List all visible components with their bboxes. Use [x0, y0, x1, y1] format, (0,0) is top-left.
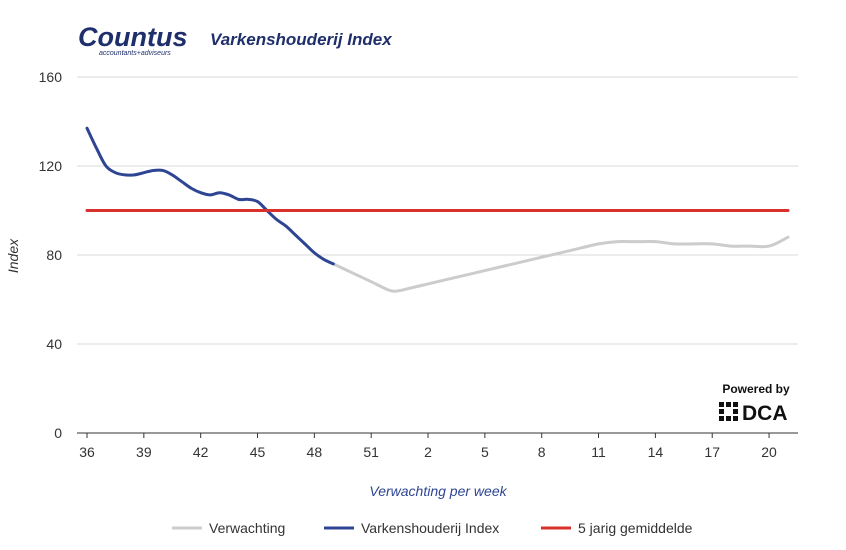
legend-label: Verwachting [209, 520, 285, 536]
y-axis-title: Index [5, 238, 21, 273]
powered-brand-text: DCA [742, 402, 788, 425]
x-tick-label: 51 [363, 444, 379, 460]
gridlines [77, 76, 798, 345]
series-group [85, 126, 790, 293]
x-tick-labels: 36 39 42 45 48 51 2 5 8 11 14 17 20 [79, 433, 777, 460]
x-tick-label: 39 [136, 444, 152, 460]
verwachting-line [331, 235, 790, 293]
legend-item-varkenshouderij-index: Varkenshouderij Index [324, 520, 499, 536]
x-tick-label: 14 [648, 444, 664, 460]
legend-item-five-year-average: 5 jarig gemiddelde [541, 520, 693, 536]
x-tick-label: 2 [424, 444, 432, 460]
x-tick-label: 20 [761, 444, 777, 460]
legend-item-verwachting: Verwachting [172, 520, 285, 536]
logo-text: Countus [78, 22, 187, 52]
legend: Verwachting Varkenshouderij Index 5 jarig … [172, 520, 693, 536]
y-tick-label: 0 [54, 425, 62, 441]
x-tick-label: 8 [538, 444, 546, 460]
y-tick-label: 80 [46, 247, 62, 263]
x-tick-label: 48 [307, 444, 323, 460]
x-tick-label: 11 [591, 444, 606, 460]
y-tick-label: 160 [39, 69, 63, 85]
x-tick-label: 5 [481, 444, 489, 460]
dca-grid-icon [719, 402, 738, 421]
x-axis-title: Verwachting per week [369, 483, 507, 499]
chart-title: Varkenshouderij Index [210, 30, 393, 49]
x-tick-label: 17 [704, 444, 720, 460]
x-tick-label: 45 [250, 444, 266, 460]
y-tick-label: 40 [46, 336, 62, 352]
countus-logo: Countus accountants+adviseurs [78, 22, 187, 57]
y-tick-label: 120 [39, 158, 63, 174]
logo-subtext: accountants+adviseurs [99, 50, 171, 57]
varkenshouderij-index-line [85, 126, 335, 266]
legend-label: 5 jarig gemiddelde [578, 520, 693, 536]
powered-by-badge: Powered by DCA [719, 382, 790, 425]
x-tick-label: 36 [79, 444, 95, 460]
powered-by-text: Powered by [722, 382, 790, 396]
y-tick-labels: 0 40 80 120 160 [39, 69, 63, 441]
legend-label: Varkenshouderij Index [361, 520, 499, 536]
x-tick-label: 42 [193, 444, 209, 460]
